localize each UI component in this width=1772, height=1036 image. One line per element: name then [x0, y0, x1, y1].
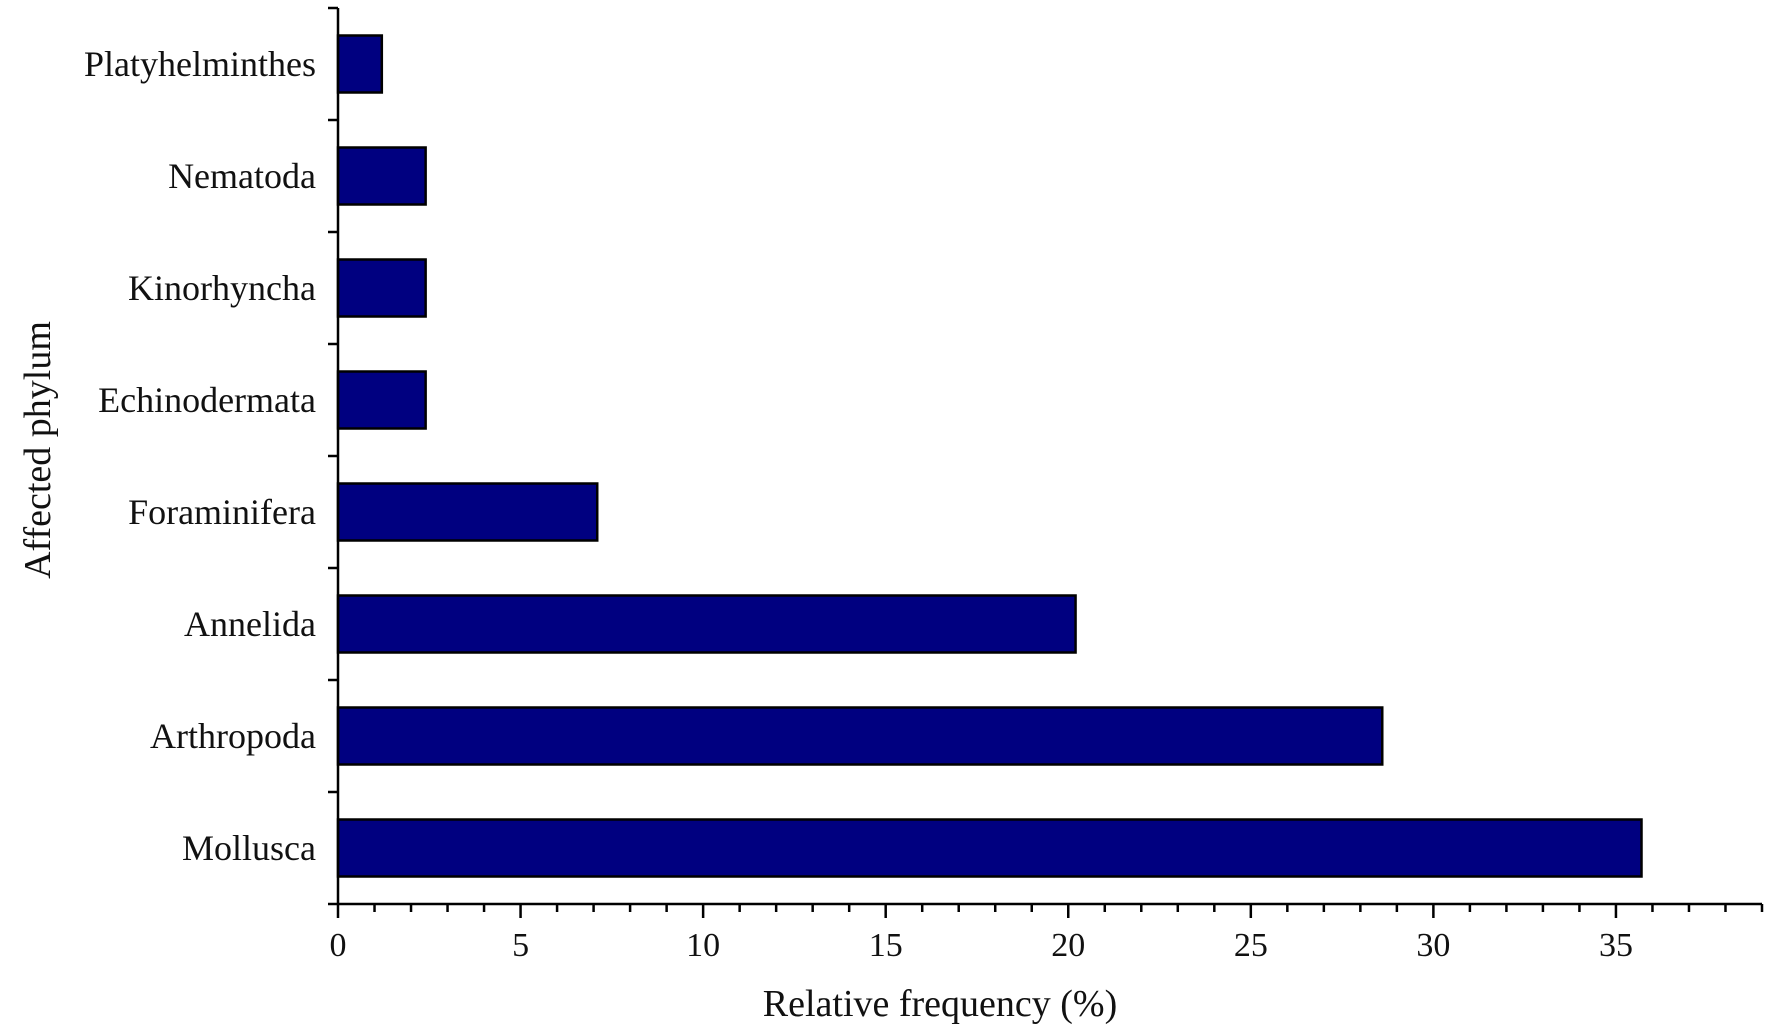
x-tick-label: 10	[686, 927, 720, 964]
category-label: Foraminifera	[128, 492, 316, 532]
y-ticks-group	[328, 6, 338, 906]
x-tick-label: 30	[1416, 927, 1450, 964]
category-label: Nematoda	[168, 156, 316, 196]
x-tick-label: 15	[869, 927, 903, 964]
bar-foraminifera	[336, 482, 599, 542]
bar-echinodermata	[336, 370, 427, 430]
x-tick-label: 25	[1234, 927, 1268, 964]
bar-arthropoda	[336, 706, 1384, 766]
bars-group	[336, 34, 1643, 878]
y-axis-title: Affected phylum	[17, 321, 59, 579]
bar-annelida	[336, 594, 1077, 654]
category-label: Kinorhyncha	[128, 268, 316, 308]
axes-group	[336, 8, 1762, 906]
bar-platyhelminthes	[336, 34, 384, 94]
bar-mollusca	[336, 818, 1643, 878]
category-labels-group: Mollusca Arthropoda Annelida Foraminifera Ec…	[84, 44, 316, 868]
category-label: Mollusca	[182, 828, 316, 868]
category-label: Annelida	[184, 604, 316, 644]
x-tick-label: 0	[330, 927, 347, 964]
x-axis-title: Relative frequency (%)	[763, 983, 1118, 1025]
category-label: Echinodermata	[98, 380, 316, 420]
category-label: Platyhelminthes	[84, 44, 316, 84]
bar-nematoda	[336, 146, 427, 206]
x-tick-label: 35	[1599, 927, 1633, 964]
x-ticks-group: 0 5 10 15 20 25 30 35	[330, 904, 1764, 964]
category-label: Arthropoda	[150, 716, 316, 756]
x-tick-label: 5	[512, 927, 529, 964]
bar-kinorhyncha	[336, 258, 427, 318]
x-tick-label: 20	[1051, 927, 1085, 964]
